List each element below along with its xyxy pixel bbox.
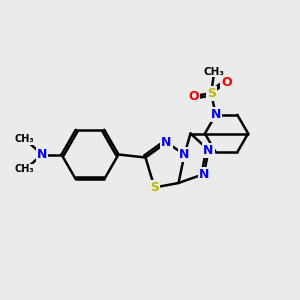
Text: N: N (203, 143, 214, 157)
Text: N: N (161, 136, 172, 149)
Text: S: S (150, 181, 159, 194)
Text: O: O (188, 90, 199, 103)
Text: CH₃: CH₃ (14, 164, 34, 175)
Text: O: O (221, 76, 232, 89)
Text: CH₃: CH₃ (14, 134, 34, 145)
Text: N: N (199, 167, 209, 181)
Text: N: N (211, 108, 221, 121)
Text: N: N (37, 148, 47, 161)
Text: S: S (207, 87, 216, 100)
Text: CH₃: CH₃ (204, 67, 225, 76)
Text: N: N (179, 148, 190, 161)
